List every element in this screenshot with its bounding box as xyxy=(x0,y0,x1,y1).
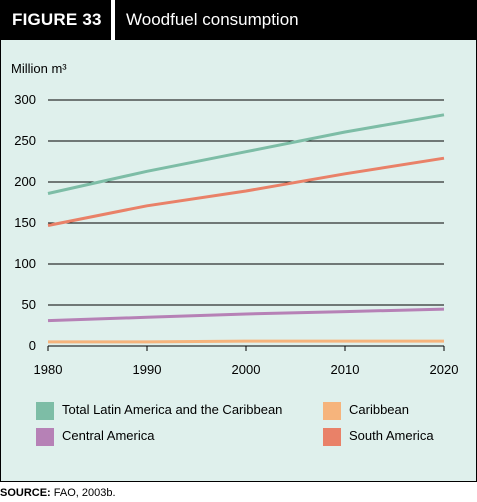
x-tick-label-1990: 1990 xyxy=(133,362,162,377)
y-tick-label-150: 150 xyxy=(14,215,36,230)
source-text: FAO, 2003b. xyxy=(53,487,116,499)
x-tick-label-2010: 2010 xyxy=(331,362,360,377)
series-line-total-latin-america-and-the-caribbean xyxy=(47,113,445,195)
series-line-caribbean xyxy=(48,339,444,344)
legend-swatch-south-america xyxy=(323,428,341,446)
figure-number: FIGURE 33 xyxy=(12,10,102,29)
legend-swatch-central-america xyxy=(36,428,54,446)
y-tick-label-100: 100 xyxy=(14,256,36,271)
y-tick-label-250: 250 xyxy=(14,133,36,148)
x-tick-label-2000: 2000 xyxy=(232,362,261,377)
figure-title: Woodfuel consumption xyxy=(126,10,299,29)
y-tick-label-0: 0 xyxy=(29,338,36,353)
legend-label-central-america: Central America xyxy=(62,428,155,443)
legend-swatch-total xyxy=(36,402,54,420)
y-tick-label-200: 200 xyxy=(14,174,36,189)
source-label: SOURCE: xyxy=(0,487,51,499)
chart-panel xyxy=(0,40,477,482)
legend-label-caribbean: Caribbean xyxy=(349,402,409,417)
y-tick-label-50: 50 xyxy=(22,297,36,312)
series-line-central-america xyxy=(47,307,445,323)
series-line-south-america xyxy=(47,156,445,227)
line-chart: 0 50 100 150 200 250 300 1980 1990 2000 2010 2020 xyxy=(14,92,459,377)
header-divider xyxy=(111,0,115,40)
source-note: SOURCE: FAO, 2003b. xyxy=(0,487,116,499)
figure-header: FIGURE 33 Woodfuel consumption xyxy=(0,0,477,40)
y-tick-label-300: 300 xyxy=(14,92,36,107)
legend-label-south-america: South America xyxy=(349,428,434,443)
legend-label-total: Total Latin America and the Caribbean xyxy=(62,402,283,417)
x-tick-label-2020: 2020 xyxy=(430,362,459,377)
x-tick-label-1980: 1980 xyxy=(34,362,63,377)
y-axis-label: Million m³ xyxy=(11,61,67,76)
legend-swatch-caribbean xyxy=(323,402,341,420)
